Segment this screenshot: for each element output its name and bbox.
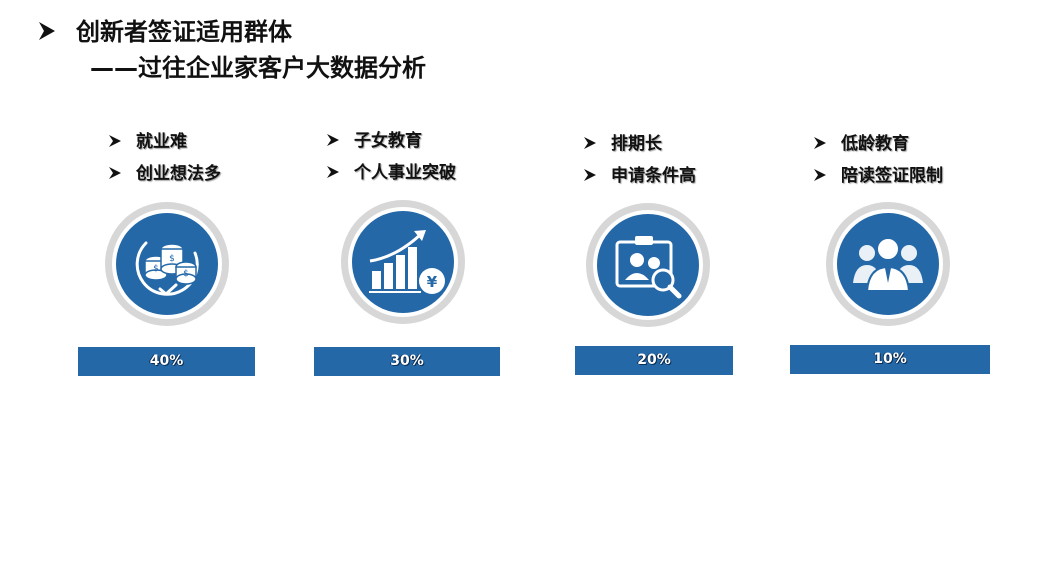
- bullet-label: 低龄教育: [841, 134, 909, 154]
- bullet-item: 子女教育: [326, 130, 422, 152]
- arrow-bullet-icon: [327, 134, 339, 146]
- percent-bar: 40%: [78, 347, 255, 376]
- arrow-bullet-icon: [39, 22, 55, 40]
- icon-circle: ¥: [341, 200, 465, 324]
- svg-text:¥: ¥: [427, 273, 438, 291]
- arrow-bullet-icon: [327, 166, 339, 178]
- id-card-search-icon: [615, 236, 682, 299]
- growth-chart-icon: ¥: [369, 230, 445, 294]
- page-title: 创新者签证适用群体: [76, 18, 292, 46]
- icon-circle: [586, 203, 710, 327]
- bullet-label: 创业想法多: [136, 164, 221, 184]
- bullet-item: 陪读签证限制: [813, 165, 943, 187]
- svg-text:$: $: [183, 269, 189, 279]
- bullet-item: 就业难: [108, 131, 187, 153]
- svg-text:$: $: [169, 254, 175, 264]
- bullet-item: 申请条件高: [583, 165, 696, 187]
- bullet-label: 陪读签证限制: [841, 166, 943, 186]
- percent-bar: 20%: [575, 346, 733, 375]
- arrow-bullet-icon: [584, 137, 596, 149]
- percent-bar: 10%: [790, 345, 990, 374]
- bullet-item: 低龄教育: [813, 133, 909, 155]
- bullet-label: 排期长: [611, 134, 662, 154]
- bullet-label: 个人事业突破: [354, 163, 456, 183]
- bullet-item: 创业想法多: [108, 163, 221, 185]
- arrow-bullet-icon: [109, 167, 121, 179]
- arrow-bullet-icon: [109, 135, 121, 147]
- bullet-label: 就业难: [136, 132, 187, 152]
- bullet-item: 排期长: [583, 133, 662, 155]
- arrow-bullet-icon: [814, 169, 826, 181]
- svg-text:$: $: [153, 264, 159, 274]
- percent-bar: 30%: [314, 347, 500, 376]
- icon-circle: $ $ $: [105, 202, 229, 326]
- people-group-icon: [853, 237, 923, 292]
- arrow-bullet-icon: [814, 137, 826, 149]
- icon-circle: [826, 202, 950, 326]
- bullet-label: 子女教育: [354, 131, 422, 151]
- bullet-label: 申请条件高: [611, 166, 696, 186]
- arrow-bullet-icon: [584, 169, 596, 181]
- page-subtitle: ——过往企业家客户大数据分析: [90, 54, 426, 82]
- bullet-item: 个人事业突破: [326, 162, 456, 184]
- coins-icon: $ $ $: [135, 241, 199, 296]
